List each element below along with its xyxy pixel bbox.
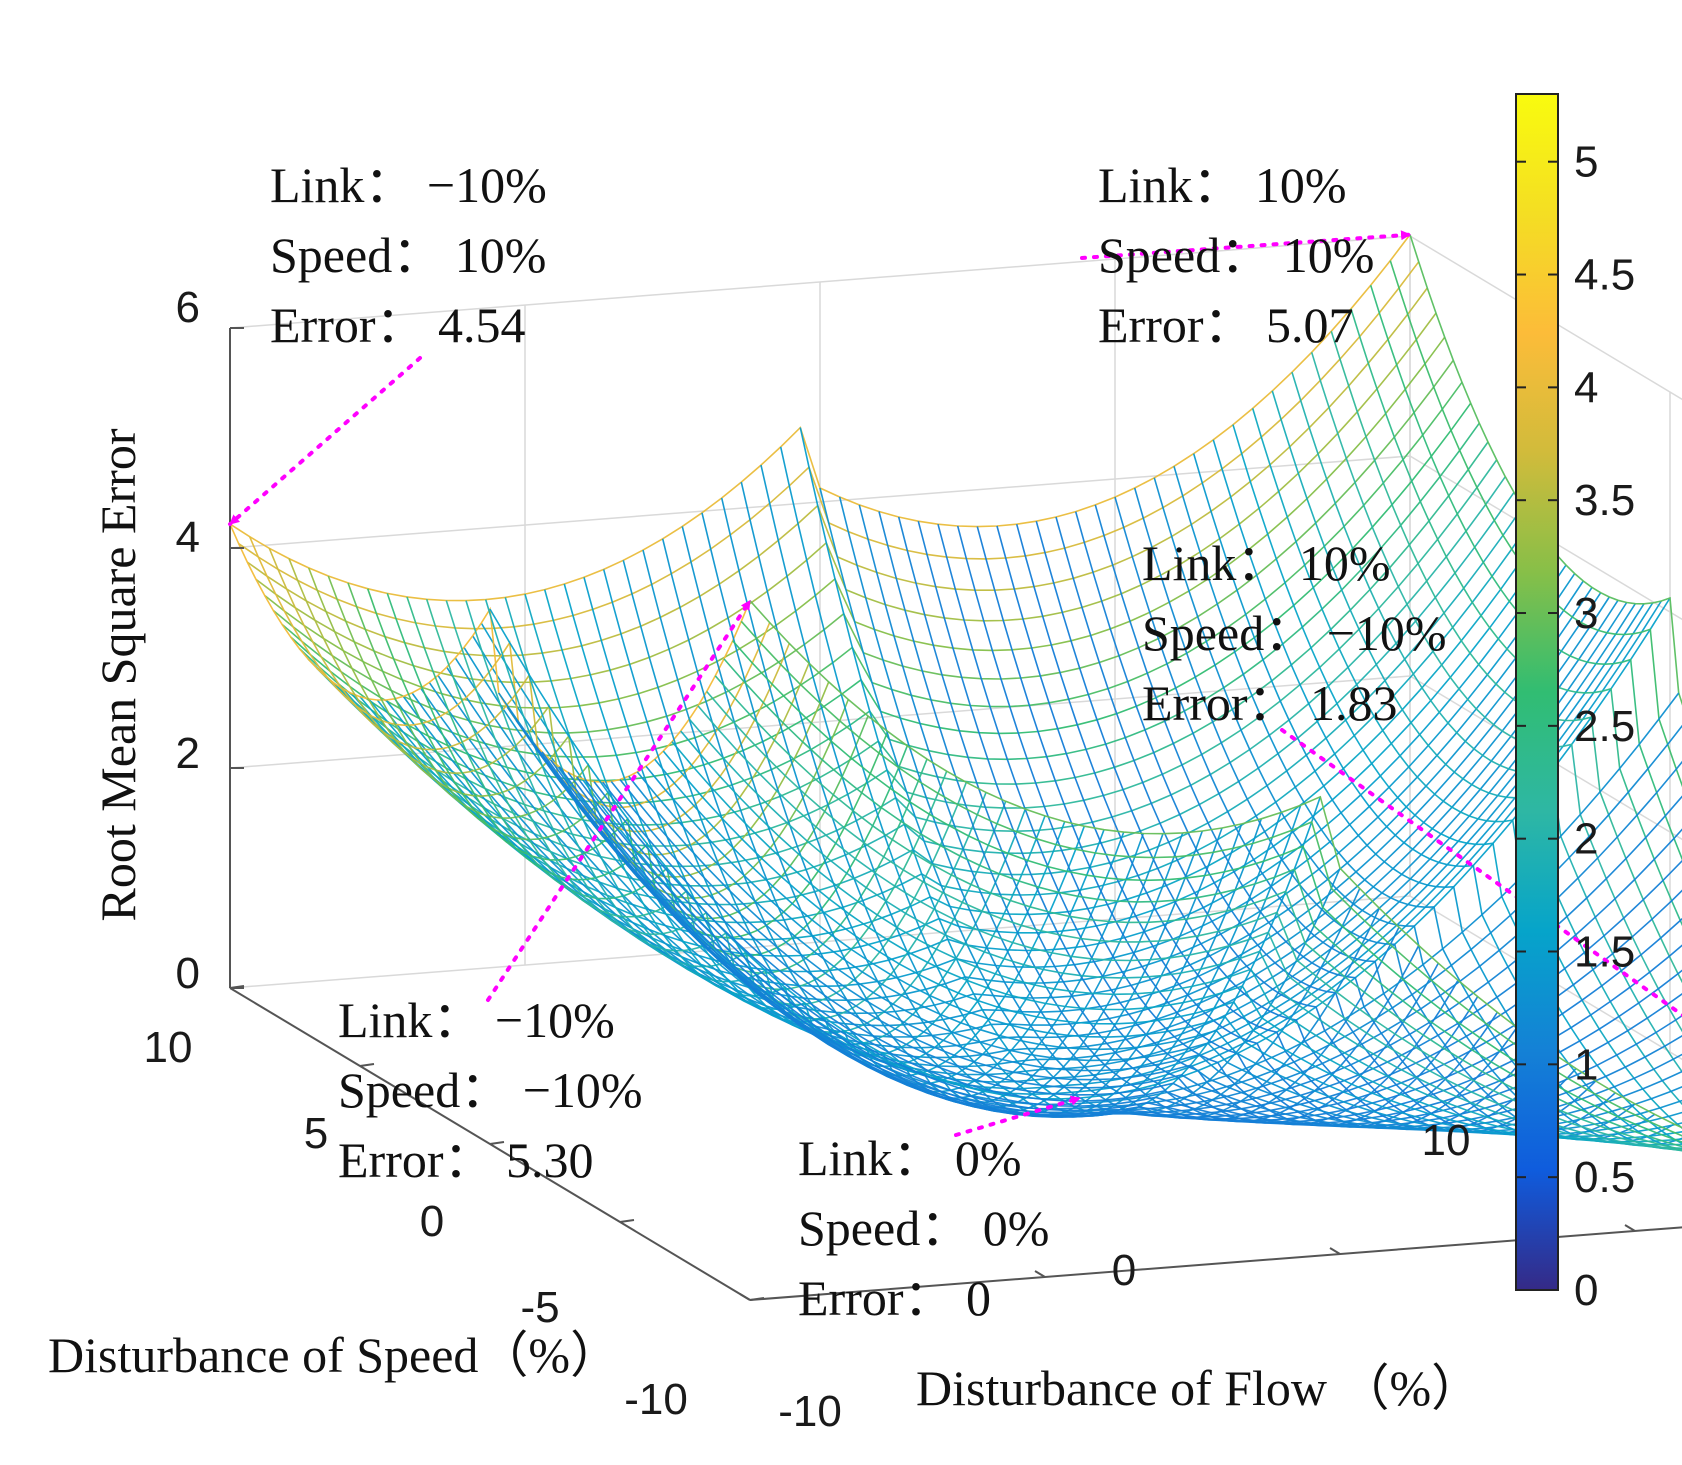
y-tick-mark — [229, 985, 245, 989]
y-tick-mark — [359, 1063, 375, 1067]
colorbar-tick-label: 3 — [1574, 589, 1598, 638]
x-tick-mark — [1034, 1270, 1046, 1278]
annotation-line: Error： 1.83 — [1142, 675, 1398, 731]
surface-line — [1369, 285, 1682, 861]
surface-line — [714, 675, 1682, 1151]
annotation-line: Error： 5.07 — [1098, 297, 1354, 353]
colorbar-tick-label: 3.5 — [1574, 476, 1635, 525]
y-axis-label: Disturbance of Speed（%） — [48, 1327, 620, 1383]
surface-line — [740, 620, 1682, 1137]
surface-line — [1350, 308, 1682, 927]
x-tick-neg10: -10 — [778, 1387, 842, 1436]
annotation-line: Speed： 10% — [1098, 227, 1374, 283]
annotation-arrow — [1080, 230, 1412, 260]
surface-line — [645, 765, 1682, 1136]
surface-line — [1409, 234, 1682, 706]
surface-line — [628, 775, 1682, 1133]
surface-line — [576, 776, 1682, 1125]
surface-line — [563, 583, 1086, 1077]
y-tick-10: 10 — [144, 1023, 193, 1072]
colorbar: 0 0.5 1 1.5 2 2.5 3 3.5 4 4.5 5 — [1515, 93, 1635, 1315]
annotation-line: Error： 0 — [798, 1270, 991, 1326]
annotation-a3: Link： 10% Speed： −10% Error： 1.83 — [1142, 535, 1447, 731]
surface-line — [248, 536, 771, 809]
annotation-line: Error： 5.30 — [338, 1132, 594, 1188]
annotation-a1: Link： −10% Speed： 10% Error： 4.54 — [270, 157, 547, 353]
x-tick-0: 0 — [1112, 1246, 1136, 1295]
surface-line — [593, 781, 1682, 1128]
surface-line — [619, 779, 1682, 1132]
annotation-line: Link： −10% — [338, 992, 615, 1048]
colorbar-tick-label: 4 — [1574, 363, 1598, 412]
annotation-arrows — [228, 230, 1682, 1137]
colorbar-tick-label: 0 — [1574, 1266, 1598, 1315]
y-tick-mark — [749, 1297, 765, 1301]
annotation-line: Link： 0% — [798, 1130, 1022, 1186]
annotation-a5: Link： 0% Speed： 0% Error： 0 — [798, 1130, 1049, 1326]
x-tick-10: 10 — [1422, 1116, 1471, 1165]
z-axis-label: Root Mean Square Error — [90, 428, 146, 921]
surface-line — [706, 690, 1682, 1152]
colorbar-tick-label: 2 — [1574, 815, 1598, 864]
annotation-arrow — [1280, 728, 1682, 1018]
y-tick-mark — [489, 1141, 505, 1145]
surface-mesh — [229, 234, 1682, 1152]
surface-line — [1330, 330, 1682, 984]
annotation-arrow — [486, 598, 752, 1002]
z-tick-6: 6 — [176, 283, 200, 332]
surface-line — [749, 600, 1682, 1129]
x-tick-mark — [1329, 1247, 1341, 1255]
surface-line — [1389, 260, 1682, 788]
y-tick-neg10: -10 — [624, 1375, 688, 1424]
annotation-a4: Link： −10% Speed： −10% Error： 5.30 — [338, 992, 643, 1188]
annotation-line: Error： 4.54 — [270, 297, 526, 353]
y-tick-0: 0 — [420, 1197, 444, 1246]
colorbar-ticks: 0 0.5 1 1.5 2 2.5 3 3.5 4 4.5 5 — [1516, 138, 1635, 1315]
colorbar-tick-label: 5 — [1574, 138, 1598, 187]
annotation-arrow — [228, 356, 422, 527]
surface-line — [654, 758, 1682, 1138]
annotation-line: Speed： −10% — [338, 1062, 643, 1118]
surface-line — [1251, 408, 1682, 1129]
surface-line — [723, 658, 1682, 1148]
surface-line — [701, 512, 1223, 1116]
annotation-line: Link： 10% — [1098, 157, 1347, 213]
surface-line — [504, 597, 1027, 1046]
annotation-arrow — [954, 1095, 1082, 1137]
annotation-line: Link： −10% — [270, 157, 547, 213]
x-tick-mark — [1624, 1224, 1636, 1232]
x-tick-mark — [739, 1293, 751, 1301]
annotation-a2: Link： 10% Speed： 10% Error： 5.07 — [1098, 157, 1374, 353]
surface-line — [878, 511, 1400, 1121]
annotation-line: Speed： −10% — [1142, 605, 1447, 661]
surface-line — [732, 640, 1682, 1143]
y-tick-5: 5 — [304, 1109, 328, 1158]
y-tick-mark — [619, 1219, 635, 1223]
z-tick-0: 0 — [176, 949, 200, 998]
annotation-line: Speed： 0% — [798, 1200, 1049, 1256]
colorbar-tick-label: 1.5 — [1574, 928, 1635, 977]
surface-line — [671, 741, 1682, 1143]
surface-line — [602, 781, 1682, 1129]
colorbar-tick-label: 4.5 — [1574, 251, 1635, 300]
surface-line — [1310, 352, 1682, 1033]
z-tick-2: 2 — [176, 729, 200, 778]
colorbar-tick-label: 1 — [1574, 1040, 1598, 1089]
axes — [229, 327, 1682, 1301]
z-tick-4: 4 — [176, 513, 200, 562]
colorbar-tick-label: 0.5 — [1574, 1153, 1635, 1202]
annotation-line: Speed： 10% — [270, 227, 546, 283]
colorbar-tick-label: 2.5 — [1574, 702, 1635, 751]
colorbar-gradient — [1515, 93, 1559, 1291]
annotation-line: Link： 10% — [1142, 535, 1391, 591]
tick-labels: 0 2 4 6 10 5 0 -5 -10 -10 0 10 — [144, 283, 1471, 1436]
x-axis-label: Disturbance of Flow （%） — [916, 1360, 1481, 1416]
y-tick-neg5: -5 — [520, 1283, 559, 1332]
